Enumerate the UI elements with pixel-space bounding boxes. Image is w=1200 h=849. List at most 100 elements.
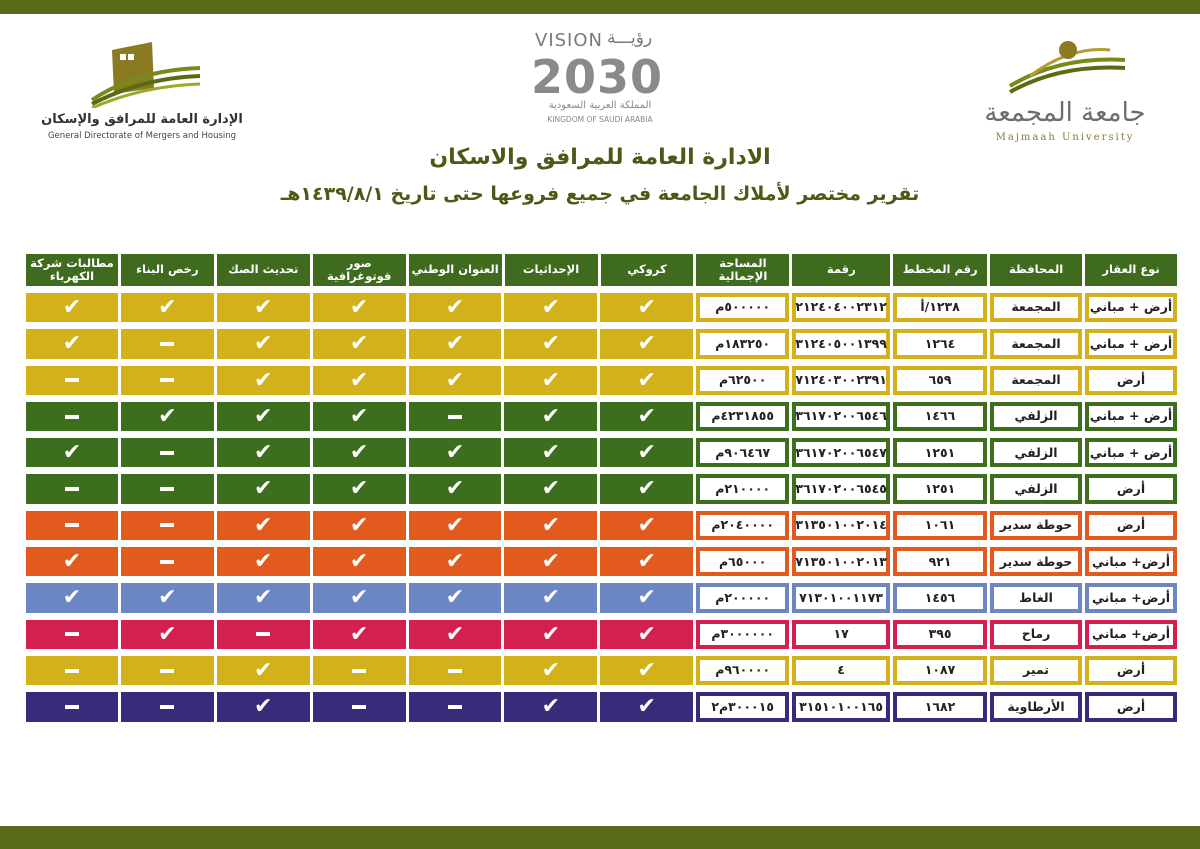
dash-icon (26, 655, 118, 686)
check-icon: ✔ (408, 474, 502, 504)
cell-num-value: ٣١٥١٠١٠٠١٦٥ (796, 696, 887, 718)
cell-plan: ١٢٣٨/أ (893, 293, 988, 323)
table-row: أرض+ مباني رماح ٣٩٥ ١٧ ٣٠٠٠٠٠٠م ✔ ✔ ✔ ✔ ✔ (26, 619, 1177, 649)
cell-plan-value: ١٠٨٧ (897, 659, 984, 682)
check-icon: ✔ (312, 510, 406, 541)
cell-plan-value: ١٠٦١ (897, 514, 984, 537)
table-row: أرض + مباني الزلفي ١٤٦٦ ٣٦١٧٠٢٠٠٦٥٤٦ ٤٢٣١٨٥٥… (26, 401, 1177, 432)
cell-plan-value: ٩٢١ (897, 551, 984, 573)
cell-num-value: ٣٦١٧٠٢٠٠٦٥٤٥ (795, 478, 887, 500)
cell-plan-value: ٣٩٥ (897, 623, 984, 645)
cell-type: أرض + مباني (1085, 329, 1177, 359)
check-icon: ✔ (312, 365, 406, 395)
cell-area-value: ٣٠٠٠٠٠٠م (700, 623, 786, 645)
cell-area-value: ٦٥٠٠٠م (700, 551, 786, 573)
check-icon: ✔ (216, 401, 310, 432)
check-icon: ✔ (216, 293, 310, 323)
check-icon: ✔ (216, 692, 310, 722)
dash-icon (120, 365, 214, 395)
check-icon: ✔ (216, 547, 310, 577)
header-cell: رخص البناء (120, 254, 214, 286)
table-row: أرض+ مباني الغاط ١٤٥٦ ٧١٣٠١٠٠١١٧٣ ٢٠٠٠٠٠م ✔ ✔ ✔… (26, 583, 1177, 613)
cell-gov-value: المجمعة (994, 333, 1079, 355)
check-icon: ✔ (600, 474, 694, 504)
page-subtitle: تقرير مختصر لأملاك الجامعة في جميع فروعه… (280, 183, 920, 205)
cell-plan-value: ١٢٦٤ (897, 333, 984, 355)
cell-plan: ١٠٨٧ (893, 655, 988, 686)
cell-type: أرض + مباني (1085, 401, 1177, 432)
cell-type: أرض (1085, 474, 1177, 504)
cell-num: ٣١٥١٠١٠٠١٦٥ (792, 692, 891, 722)
cell-gov-value: الزلفي (994, 405, 1079, 428)
cell-type-value: أرض (1089, 696, 1173, 718)
cell-plan: ١٠٦١ (893, 510, 988, 541)
header-cell: المحافظة (990, 254, 1083, 286)
university-name-en: Majmaah University (995, 132, 1135, 143)
cell-gov-value: المجمعة (994, 369, 1079, 391)
table-row: أرض + مباني المجمعة ١٢٦٤ ٣١٢٤٠٥٠٠١٣٩٩ ١٨٣٢٥٠… (26, 329, 1177, 359)
check-icon: ✔ (504, 329, 598, 359)
check-icon: ✔ (408, 583, 502, 613)
cell-plan: ١٤٦٦ (893, 401, 988, 432)
check-icon: ✔ (216, 510, 310, 541)
header-cell: رقمة (792, 254, 891, 286)
check-icon: ✔ (312, 401, 406, 432)
header-cell: مطالبات شركة الكهرباء (25, 254, 118, 286)
cell-num: ٣٦١٧٠٢٠٠٦٥٤٧ (792, 438, 891, 468)
check-icon: ✔ (312, 474, 406, 504)
bottom-band (0, 826, 1200, 849)
check-icon: ✔ (312, 329, 406, 359)
cell-plan: ١٤٥٦ (893, 583, 988, 613)
cell-area: ٤٢٣١٨٥٥م (696, 401, 790, 432)
dash-icon (216, 619, 310, 649)
cell-gov: المجمعة (990, 365, 1083, 395)
kingdom-name-ar: المملكة العربية السعودية (548, 100, 652, 111)
cell-plan-value: ١٤٥٦ (897, 587, 984, 609)
check-icon: ✔ (600, 619, 694, 649)
cell-area: ٢٠٤٠٠٠٠م (696, 510, 790, 541)
dash-icon (408, 655, 502, 686)
check-icon: ✔ (216, 583, 310, 613)
cell-area-value: ٩٦٠٠٠٠م (700, 659, 786, 682)
cell-type: أرض + مباني (1085, 293, 1177, 323)
check-icon: ✔ (408, 293, 502, 323)
cell-type-value: أرض + مباني (1089, 405, 1173, 428)
check-icon: ✔ (504, 547, 598, 577)
cell-gov-value: الأرطاوية (994, 696, 1079, 718)
check-icon: ✔ (504, 583, 598, 613)
cell-area-value: ١٨٣٢٥٠م (700, 333, 786, 355)
cell-num-value: ٣٦١٧٠٢٠٠٦٥٤٧ (795, 442, 887, 464)
cell-gov: المجمعة (990, 329, 1083, 359)
cell-num: ٤ (792, 655, 891, 686)
cell-type: أرض + مباني (1085, 438, 1177, 468)
cell-gov-value: حوطة سدير (994, 514, 1079, 537)
cell-type-value: أرض (1089, 514, 1173, 537)
check-icon: ✔ (600, 547, 694, 577)
cell-area-value: ٢١٠٠٠٠م (700, 478, 786, 500)
cell-area: ١٨٣٢٥٠م (696, 329, 790, 359)
cell-num-value: ٢١٢٤٠٤٠٠٢٣١٢ (795, 297, 887, 319)
cell-plan: ١٢٥١ (893, 474, 988, 504)
check-icon: ✔ (216, 655, 310, 686)
cell-gov: حوطة سدير (990, 547, 1083, 577)
cell-gov: الغاط (990, 583, 1083, 613)
check-icon: ✔ (26, 329, 118, 359)
directorate-name-en: General Directorate of Mergers and Housi… (47, 131, 237, 141)
cell-type-value: أرض + مباني (1089, 333, 1173, 355)
cell-gov-value: حوطة سدير (994, 551, 1079, 573)
dash-icon (26, 474, 118, 504)
cell-num-value: ٣١٣٥٠١٠٠٢٠١٤ (795, 514, 887, 537)
cell-area-value: ٣٠٠٠١٥م٢ (700, 696, 786, 718)
directorate-name-ar: الإدارة العامة للمرافق والإسكان (41, 112, 243, 127)
header-cell: صور فوتوغرافية (312, 254, 406, 286)
cell-gov-value: الغاط (994, 587, 1079, 609)
header-cell: نوع العقار (1085, 254, 1177, 286)
vision-label-ar: رؤيـــة (607, 28, 653, 48)
check-icon: ✔ (600, 583, 694, 613)
cell-num-value: ١٧ (796, 623, 887, 645)
header-cell: العنوان الوطني (408, 254, 502, 286)
check-icon: ✔ (600, 438, 694, 468)
cell-num: ٣٦١٧٠٢٠٠٦٥٤٥ (792, 474, 891, 504)
check-icon: ✔ (26, 293, 118, 323)
check-icon: ✔ (408, 365, 502, 395)
